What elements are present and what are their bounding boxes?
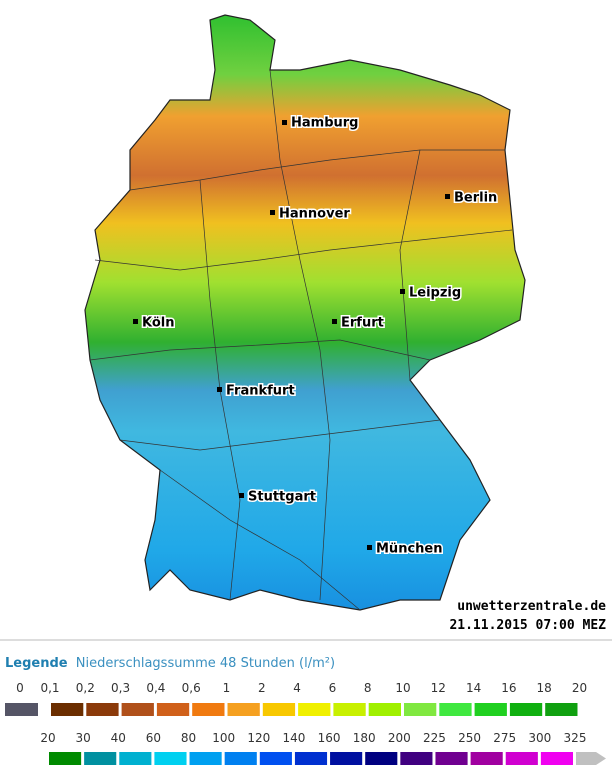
legend-label: 120	[247, 731, 270, 745]
region-borders	[89, 69, 513, 611]
legend-label: 0,3	[111, 681, 130, 695]
legend-swatch	[365, 752, 398, 765]
legend-label: 4	[293, 681, 301, 695]
legend-label: 12	[431, 681, 446, 695]
map: Hamburg Hannover Berlin Köln Erfurt Leip…	[84, 14, 526, 611]
legend-label: 6	[329, 681, 337, 695]
legend-subtitle: Niederschlagssumme 48 Stunden (l/m²)	[76, 656, 335, 671]
germany-shape	[84, 14, 526, 611]
legend-swatch	[86, 703, 119, 716]
legend-swatch	[439, 703, 472, 716]
legend-swatch	[545, 703, 578, 716]
city-label: Stuttgart	[248, 490, 316, 505]
legend-label: 60	[146, 731, 161, 745]
legend-swatch	[400, 752, 433, 765]
legend-label: 0,2	[76, 681, 95, 695]
legend-label: 80	[181, 731, 196, 745]
city-label: Leipzig	[409, 286, 461, 301]
legend-label: 160	[318, 731, 341, 745]
legend-label: 180	[353, 731, 376, 745]
legend-swatch	[509, 703, 543, 716]
legend-swatch	[5, 703, 38, 716]
city-markers	[133, 120, 450, 550]
legend-swatch	[470, 752, 503, 765]
legend-label: 30	[75, 731, 90, 745]
legend-label: 10	[395, 681, 410, 695]
legend-swatch	[189, 752, 222, 765]
legend-swatch	[192, 703, 225, 716]
legend-swatch	[154, 752, 187, 765]
city-label: Köln	[142, 316, 175, 331]
legend-label: 40	[111, 731, 126, 745]
legend-label: 140	[282, 731, 305, 745]
legend-swatch	[119, 752, 152, 765]
legend-swatch	[227, 703, 260, 716]
legend-swatch	[121, 703, 154, 716]
legend-label: 20	[572, 681, 587, 695]
legend-swatch	[259, 752, 292, 765]
city-label: Hamburg	[291, 116, 358, 131]
legend-swatch	[330, 752, 363, 765]
legend-swatch	[333, 703, 366, 716]
city-label: Erfurt	[341, 316, 384, 331]
legend-label: 16	[501, 681, 516, 695]
legend-swatch	[505, 752, 538, 765]
legend-label: 200	[388, 731, 411, 745]
city-label: Berlin	[454, 191, 497, 206]
legend-label: 8	[364, 681, 372, 695]
legend-swatch	[435, 752, 468, 765]
legend-swatch	[51, 703, 84, 716]
legend-label: 0,6	[182, 681, 201, 695]
legend-label: 275	[493, 731, 516, 745]
legend-label: 0,4	[146, 681, 165, 695]
legend-label: 18	[537, 681, 552, 695]
timestamp: 21.11.2015 07:00 MEZ	[449, 618, 606, 633]
city-label: Frankfurt	[226, 384, 295, 399]
legend-label: 0,1	[40, 681, 59, 695]
legend-swatch	[156, 703, 190, 716]
legend-label: 100	[212, 731, 235, 745]
legend-label: 325	[564, 731, 587, 745]
legend-swatch	[540, 752, 573, 765]
legend-arrow	[576, 752, 606, 765]
legend-label: 1	[223, 681, 231, 695]
legend-swatch	[262, 703, 296, 716]
legend-label: 300	[528, 731, 551, 745]
legend-swatch	[474, 703, 507, 716]
legend-label: 0	[16, 681, 24, 695]
legend-swatch	[368, 703, 401, 716]
legend-label: 250	[458, 731, 481, 745]
city-label: Hannover	[279, 207, 350, 222]
legend-swatch	[294, 752, 328, 765]
source: unwetterzentrale.de	[457, 599, 606, 614]
legend-swatch	[298, 703, 331, 716]
legend-swatch	[224, 752, 257, 765]
legend-label: 14	[466, 681, 481, 695]
legend-title: Legende	[5, 656, 68, 671]
legend-label: 225	[423, 731, 446, 745]
legend-heading: Legende Niederschlagssumme 48 Stunden (l…	[5, 656, 335, 671]
legend-swatch	[49, 752, 82, 765]
city-label: München	[376, 542, 442, 557]
legend-swatch	[404, 703, 437, 716]
legend-label: 20	[40, 731, 55, 745]
legend-swatch	[84, 752, 117, 765]
legend-label: 2	[258, 681, 266, 695]
